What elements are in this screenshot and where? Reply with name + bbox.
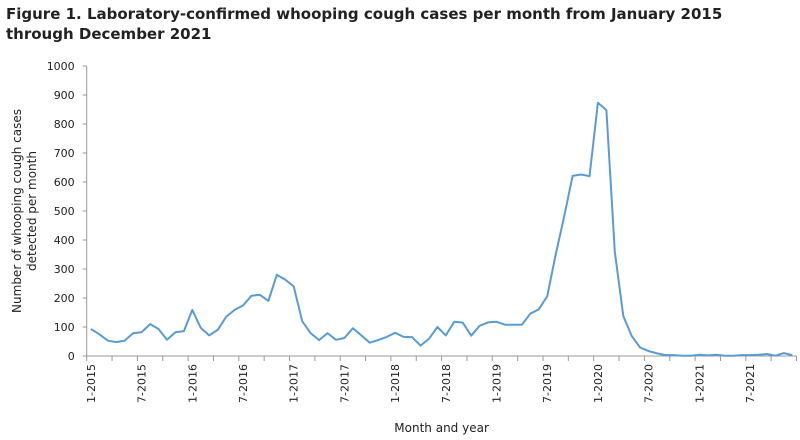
y-tick-label: 600 [54,176,75,189]
chart-title: Figure 1. Laboratory-confirmed whooping … [6,5,723,43]
y-tick-label: 100 [54,321,75,334]
x-tick-label: 7-2019 [541,364,554,403]
y-axis-label: detected per month [25,151,39,271]
y-tick-label: 500 [54,205,75,218]
x-tick-label: 7-2017 [338,364,351,403]
y-tick-label: 1000 [47,60,75,73]
y-tick-label: 200 [54,292,75,305]
x-tick-label: 1-2018 [389,364,402,403]
x-tick-label: 1-2016 [186,364,199,403]
x-tick-label: 7-2016 [237,364,250,403]
x-tick-label: 1-2021 [693,364,706,403]
x-tick-label: 1-2019 [491,364,504,403]
y-axis-label: Number of whooping cough cases [10,109,24,313]
x-tick-label: 1-2020 [592,364,605,403]
y-tick-label: 300 [54,263,75,276]
x-tick-label: 7-2015 [136,364,149,403]
x-tick-label: 1-2015 [85,364,98,403]
y-tick-label: 900 [54,89,75,102]
x-axis-label: Month and year [394,421,489,435]
data-series-line [90,101,793,357]
y-tick-label: 400 [54,234,75,247]
x-tick-label: 1-2017 [288,364,301,403]
x-tick-label: 7-2018 [440,364,453,403]
y-tick-label: 0 [68,350,75,363]
y-tick-label: 700 [54,147,75,160]
y-tick-label: 800 [54,118,75,131]
x-tick-label: 7-2020 [643,364,656,403]
x-tick-label: 7-2021 [744,364,757,403]
